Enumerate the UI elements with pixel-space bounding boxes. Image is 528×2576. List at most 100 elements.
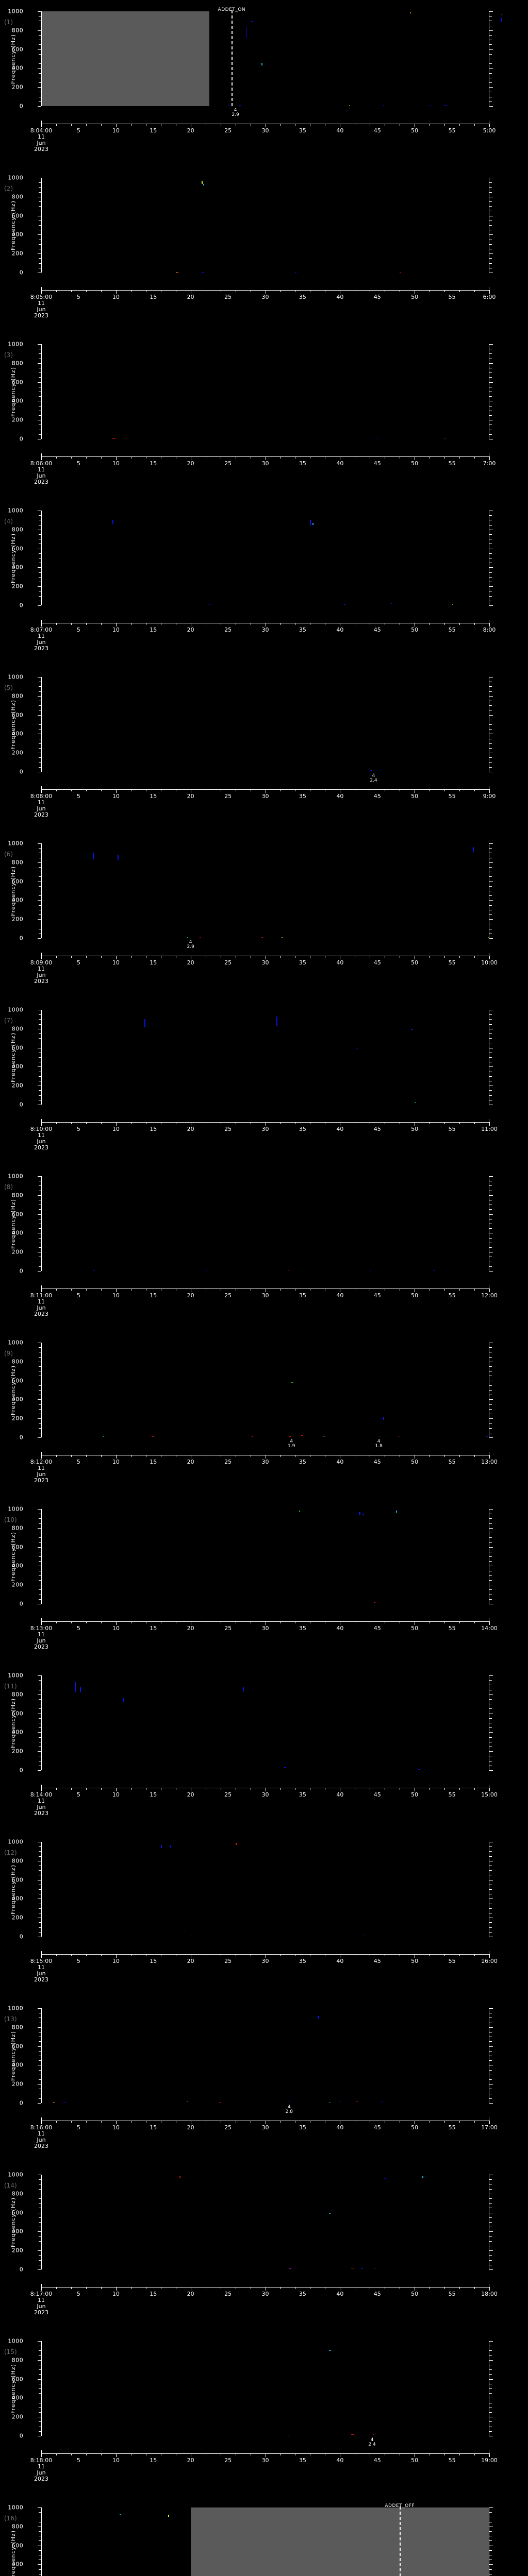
y-axis-tick-right — [489, 2507, 493, 2508]
x-axis-tick — [101, 2453, 102, 2455]
x-axis-tick — [459, 1621, 460, 1623]
y-axis-tick-right — [489, 1737, 492, 1738]
y-axis-tick-right — [489, 101, 492, 102]
spectrogram-panel: (16)Frequency (Hz)02004006008001000ADDET… — [0, 2503, 528, 2576]
y-axis-tick-right — [489, 1238, 492, 1239]
x-axis-label: 55 — [448, 127, 456, 134]
x-axis-tick — [71, 1455, 72, 1457]
y-axis-tick — [39, 1076, 41, 1077]
y-axis-tick — [38, 586, 41, 587]
detection-mark — [422, 2176, 423, 2178]
detection-mark — [328, 2213, 331, 2214]
x-axis-label: 20 — [187, 294, 194, 300]
x-axis-tick — [56, 2287, 57, 2289]
y-axis-label: 400 — [11, 2061, 24, 2069]
y-axis-tick-right — [489, 1537, 492, 1538]
y-axis-tick-right — [489, 73, 492, 74]
x-axis-label: 10 — [112, 1625, 120, 1632]
x-axis-cap-left — [41, 2284, 42, 2287]
y-axis-tick — [39, 1931, 41, 1933]
y-axis-tick-right — [489, 567, 493, 568]
y-axis-tick — [39, 2569, 41, 2570]
y-axis-label: 600 — [11, 1044, 24, 1052]
y-axis-tick-right — [489, 1271, 493, 1272]
x-axis-label: 10 — [112, 460, 120, 467]
date-line: 11 — [38, 1298, 45, 1305]
x-axis-label: 35 — [299, 1791, 306, 1798]
y-axis-tick-right — [489, 1699, 492, 1700]
x-axis-label: 15 — [150, 1625, 157, 1632]
x-axis-label: 45 — [373, 2457, 381, 2464]
y-axis-tick — [39, 729, 41, 730]
date-line: 2023 — [34, 1810, 48, 1817]
y-axis-label: 200 — [11, 1748, 24, 1755]
x-axis-start-label: 8:15:00 — [30, 1958, 53, 1964]
x-axis-tick — [101, 1788, 102, 1790]
x-axis-label: 45 — [373, 1958, 381, 1964]
x-axis-tick — [474, 1455, 475, 1457]
y-axis-tick-right — [489, 2355, 492, 2356]
y-axis-label: 600 — [11, 2043, 24, 2050]
y-axis-label: 0 — [19, 269, 24, 276]
y-axis-tick-right — [489, 1390, 492, 1391]
x-axis-label: 20 — [187, 1958, 194, 1964]
detection-mark — [52, 2102, 55, 2103]
y-axis-tick — [39, 515, 41, 516]
y-axis-title: Frequency (Hz) — [9, 33, 16, 84]
x-axis-label: 25 — [224, 2457, 232, 2464]
y-axis-tick — [38, 1066, 41, 1067]
y-axis-title: Frequency (Hz) — [9, 699, 16, 750]
x-axis-tick — [41, 124, 42, 127]
x-axis-tick — [101, 2121, 102, 2123]
y-axis-label: 800 — [11, 1691, 24, 1698]
y-axis-tick-right — [489, 2198, 492, 2199]
x-axis-end-label: 16:00 — [481, 1958, 498, 1964]
x-axis-tick — [56, 789, 57, 791]
y-axis-tick-right — [489, 2189, 492, 2190]
y-axis-line — [41, 1343, 42, 1437]
x-axis-tick — [459, 456, 460, 459]
detection-mark — [175, 272, 178, 273]
detection-mark — [351, 2434, 354, 2435]
y-axis-label: 200 — [11, 1914, 24, 1921]
x-axis-tick — [474, 1788, 475, 1790]
y-axis-tick-right — [489, 1770, 493, 1771]
date-line: 2023 — [34, 645, 48, 652]
y-axis-tick — [38, 2379, 41, 2380]
x-axis-label: 25 — [224, 460, 232, 467]
x-axis-label: 25 — [224, 793, 232, 800]
x-axis-tick — [474, 2287, 475, 2289]
annotation-value: 1.8 — [375, 1444, 383, 1449]
y-axis-label: 600 — [11, 1710, 24, 1717]
x-axis-label: 25 — [224, 1791, 232, 1798]
y-axis-label: 600 — [11, 1377, 24, 1384]
x-axis-label: 5 — [76, 2124, 80, 2131]
y-axis-tick-right — [489, 1214, 493, 1215]
x-axis-tick — [116, 1289, 117, 1292]
y-axis-tick — [39, 2374, 41, 2375]
panel-number: (9) — [4, 1350, 13, 1357]
y-axis-label: 1000 — [8, 8, 24, 15]
y-axis-label: 400 — [11, 2228, 24, 2235]
x-axis-tick — [444, 124, 446, 126]
y-axis-tick — [38, 1732, 41, 1733]
x-axis-label: 50 — [411, 793, 419, 800]
detection-mark — [252, 1436, 254, 1437]
detection-mark — [349, 105, 350, 106]
x-axis-tick — [444, 1954, 446, 1956]
y-axis-tick — [38, 1176, 41, 1177]
y-axis-tick — [39, 54, 41, 55]
detection-mark — [410, 1028, 412, 1030]
y-axis-tick — [39, 743, 41, 744]
x-axis-label: 30 — [261, 1958, 269, 1964]
x-axis-label: 55 — [448, 1791, 456, 1798]
x-axis-label: 10 — [112, 1958, 120, 1964]
y-axis-tick — [39, 1428, 41, 1429]
x-axis-label: 20 — [187, 1126, 194, 1132]
x-axis-end-label: 7:00 — [483, 460, 496, 467]
x-axis-tick — [56, 290, 57, 292]
detection-mark — [501, 17, 502, 22]
annotation-count: 4 — [189, 940, 192, 945]
x-axis-tick — [71, 2121, 72, 2123]
y-axis-tick — [38, 2564, 41, 2565]
